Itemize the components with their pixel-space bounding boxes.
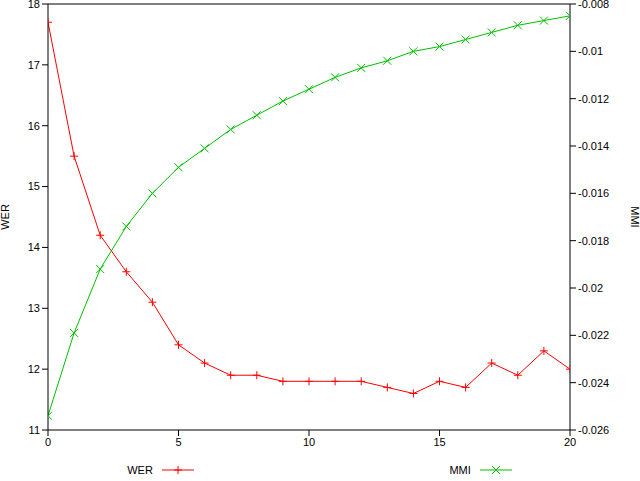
svg-text:5: 5 (175, 436, 181, 448)
svg-text:MMI: MMI (629, 206, 632, 227)
svg-text:12: 12 (28, 363, 40, 375)
svg-text:-0.016: -0.016 (578, 187, 609, 199)
html-text:WER: WER (127, 464, 153, 476)
svg-text:0: 0 (45, 436, 51, 448)
svg-text:18: 18 (28, 0, 40, 10)
svg-text:-0.022: -0.022 (578, 329, 609, 341)
svg-text:-0.012: -0.012 (578, 93, 609, 105)
svg-text:WER: WER (8, 204, 11, 230)
svg-text:15: 15 (28, 180, 40, 192)
svg-text:10: 10 (303, 436, 315, 448)
svg-text:-0.024: -0.024 (578, 377, 609, 389)
svg-text:17: 17 (28, 59, 40, 71)
svg-text:15: 15 (433, 436, 445, 448)
svg-text:-0.01: -0.01 (578, 45, 603, 57)
svg-text:13: 13 (28, 302, 40, 314)
svg-text:-0.008: -0.008 (578, 0, 609, 10)
svg-text:-0.026: -0.026 (578, 424, 609, 436)
svg-text:11: 11 (29, 424, 40, 436)
svg-text:-0.02: -0.02 (578, 282, 603, 294)
svg-text:16: 16 (28, 120, 40, 132)
svg-text:14: 14 (28, 241, 40, 253)
html-text:MMI: MMI (449, 464, 471, 476)
svg-text:20: 20 (564, 436, 576, 448)
svg-text:-0.018: -0.018 (578, 235, 609, 247)
svg-text:-0.014: -0.014 (578, 140, 609, 152)
